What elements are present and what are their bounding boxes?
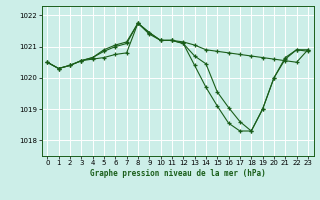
X-axis label: Graphe pression niveau de la mer (hPa): Graphe pression niveau de la mer (hPa)	[90, 169, 266, 178]
